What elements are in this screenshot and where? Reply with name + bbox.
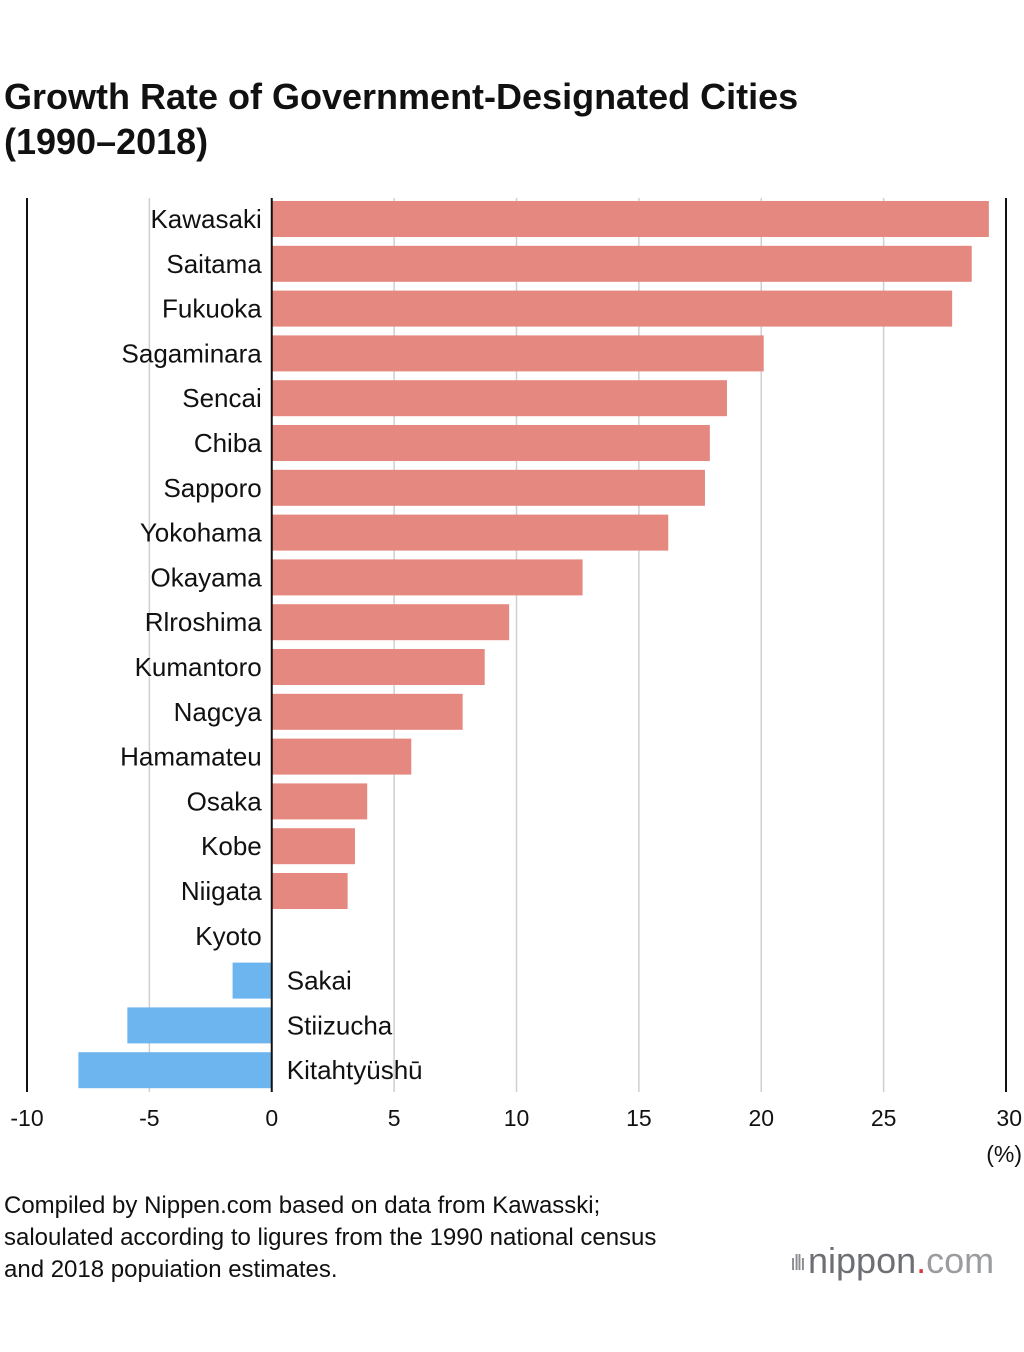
bar — [271, 649, 485, 685]
source-note-line-3: and 2018 popuiation estimates. — [4, 1256, 338, 1283]
x-tick-label: 30 — [996, 1105, 1022, 1131]
category-label: Yokohama — [140, 518, 262, 548]
bar — [271, 290, 953, 327]
category-label: Rlroshima — [145, 607, 263, 637]
bar — [271, 783, 368, 820]
category-label: Chiba — [194, 428, 262, 458]
logo-com: com — [926, 1240, 995, 1281]
category-label: Hamamateu — [120, 742, 262, 772]
bar — [271, 514, 669, 551]
source-note-line-2: saloulated according to ligures from the… — [4, 1224, 657, 1251]
category-label: Niigata — [181, 876, 262, 906]
category-label: Kobe — [201, 831, 262, 861]
category-labels: Kawasaki Saitama Fukuoka Sagaminara Sencai Ch… — [120, 204, 423, 1085]
bar — [271, 335, 764, 372]
sound-wave-icon: ıllı — [790, 1250, 806, 1276]
bar — [271, 604, 510, 641]
category-label: Saitama — [166, 249, 262, 279]
category-label: Okayama — [150, 562, 262, 592]
category-label: Stiizucha — [287, 1010, 393, 1040]
x-tick-label: -10 — [10, 1105, 43, 1131]
chart-title-line-2: (1990–2018) — [4, 121, 209, 162]
bar — [271, 693, 463, 730]
bars — [78, 201, 989, 1089]
category-label: Kitahtyüshū — [287, 1055, 423, 1085]
bar — [78, 1052, 272, 1089]
bar — [271, 469, 705, 506]
x-tick-label: 15 — [626, 1105, 652, 1131]
x-tick-label: 5 — [388, 1105, 401, 1131]
category-label: Fukuoka — [162, 294, 262, 324]
bar — [271, 201, 989, 237]
category-label: Osaka — [187, 786, 263, 816]
unit-label: (%) — [986, 1141, 1022, 1167]
bar — [271, 738, 412, 775]
logo-name: nippon — [808, 1240, 917, 1281]
x-tick-label: 25 — [871, 1105, 897, 1131]
logo-dot: . — [916, 1240, 927, 1281]
bar — [271, 425, 710, 461]
category-label: Sagaminara — [122, 338, 263, 368]
source-note: Compiled by Nippen.com based on data fro… — [4, 1190, 794, 1286]
source-note-line-1: Compiled by Nippen.com based on data fro… — [4, 1192, 601, 1219]
category-label: Kyoto — [195, 921, 262, 951]
bar — [271, 873, 348, 909]
axes — [26, 198, 1007, 1092]
category-label: Sencai — [182, 383, 262, 413]
chart-title: Growth Rate of Government-Designated Cit… — [4, 74, 1004, 164]
category-label: Kumantoro — [135, 652, 262, 682]
bar — [271, 559, 583, 596]
x-tick-label: 0 — [265, 1105, 278, 1131]
bar — [271, 380, 727, 417]
grid-lines — [148, 198, 885, 1092]
category-label: Nagcya — [174, 697, 263, 727]
x-tick-label: -5 — [139, 1105, 159, 1131]
category-label: Kawasaki — [150, 204, 261, 234]
x-tick-label: 10 — [504, 1105, 530, 1131]
nippon-logo: ıllı nippon.com — [790, 1240, 994, 1282]
bar — [232, 962, 272, 999]
bar — [127, 1007, 272, 1044]
chart-title-line-1: Growth Rate of Government-Designated Cit… — [4, 76, 799, 117]
bar — [271, 245, 972, 282]
category-label: Sakai — [287, 966, 352, 996]
category-label: Sapporo — [163, 473, 261, 503]
bar — [271, 828, 355, 865]
x-tick-labels: -10 -5 0 5 10 15 20 25 30 — [10, 1105, 1022, 1131]
bar-chart: Kawasaki Saitama Fukuoka Sagaminara Sencai Ch… — [10, 198, 1022, 1167]
x-tick-label: 20 — [748, 1105, 774, 1131]
